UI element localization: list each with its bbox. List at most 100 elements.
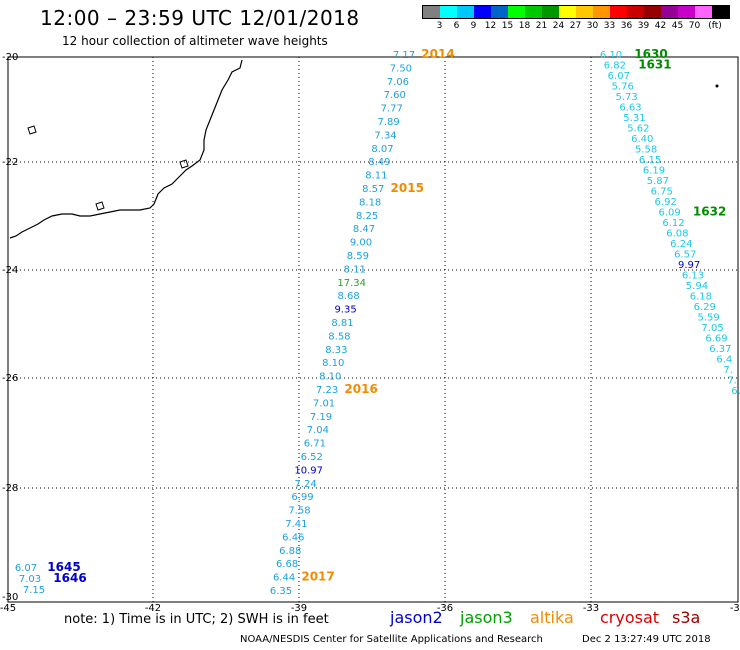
- wave-height-label: 6.82: [604, 61, 626, 72]
- scale-label: 18: [518, 21, 531, 31]
- wave-height-label: 5.73: [615, 92, 637, 103]
- wave-height-label: 6.69: [705, 334, 727, 345]
- pass-time-label: 2014: [421, 47, 454, 61]
- lat-label: -22: [2, 157, 18, 168]
- scale-label: 15: [501, 21, 514, 31]
- scale-swatch: [474, 6, 491, 18]
- wave-height-label: 5.94: [686, 281, 708, 292]
- wave-height-label: 7.77: [381, 104, 403, 115]
- wave-height-label: 7.: [723, 365, 733, 376]
- lat-label: -28: [2, 483, 18, 494]
- lon-label: -39: [291, 603, 307, 614]
- wave-height-label: 9.35: [334, 305, 356, 316]
- satellite-jason2: jason2: [390, 608, 443, 627]
- wave-height-label: 6.92: [655, 197, 677, 208]
- credit-text: NOAA/NESDIS Center for Satellite Applica…: [240, 634, 543, 645]
- wave-height-label: 7.15: [23, 585, 45, 596]
- coastline: [9, 59, 243, 239]
- pass-time-label: 1646: [53, 571, 86, 585]
- satellite-jason3: jason3: [460, 608, 513, 627]
- pass-time-label: 1631: [638, 58, 671, 72]
- scale-swatch: [593, 6, 610, 18]
- lon-label: -42: [145, 603, 161, 614]
- wave-height-label: 8.47: [353, 224, 375, 235]
- wave-height-label: 8.57: [362, 184, 384, 195]
- map-subtitle: 12 hour collection of altimeter wave hei…: [62, 34, 328, 48]
- wave-height-label: 6.37: [709, 344, 731, 355]
- wave-height-label: 17.34: [337, 278, 366, 289]
- wave-height-label: 7.50: [390, 63, 412, 74]
- scale-swatch: [661, 6, 678, 18]
- lon-label: -30: [730, 603, 740, 614]
- wave-height-label: 7.04: [307, 425, 329, 436]
- scale-label: 36: [620, 21, 633, 31]
- lat-label: -20: [2, 52, 18, 63]
- wave-height-label: 5.62: [627, 124, 649, 135]
- pass-time-label: 2017: [301, 570, 334, 584]
- scale-swatch: [440, 6, 457, 18]
- pass-time-label: 1645: [47, 560, 80, 574]
- wave-height-label: 5.76: [612, 82, 634, 93]
- scale-label: 33: [603, 21, 616, 31]
- pass-time-label: 1632: [693, 205, 726, 219]
- color-scale-labels: 3 6 9 12 15 18 21 24 27 30 33 36 39 42 45 70 (ft): [422, 21, 740, 35]
- wave-height-label: 6.19: [643, 166, 665, 177]
- wave-height-label: 10.97: [294, 465, 323, 476]
- wave-height-label: 8.11: [365, 171, 387, 182]
- wave-height-label: 5.31: [623, 113, 645, 124]
- wave-height-label: 6.07: [15, 563, 37, 574]
- wave-height-label: 9.97: [678, 260, 700, 271]
- scale-swatch: [644, 6, 661, 18]
- scale-label: 39: [637, 21, 650, 31]
- lat-label: -26: [2, 373, 18, 384]
- wave-height-label: 6.24: [670, 239, 692, 250]
- wave-height-label: 6.68: [276, 559, 298, 570]
- wave-height-label: 6.29: [694, 302, 716, 313]
- wave-height-label: 6.13: [682, 271, 704, 282]
- scale-label: 70: [688, 21, 701, 31]
- scale-label: 30: [586, 21, 599, 31]
- wave-height-label: 6.10: [600, 50, 622, 61]
- lat-label: -24: [2, 265, 18, 276]
- wave-height-label: 7.05: [701, 323, 723, 334]
- scale-label: 6: [453, 21, 460, 31]
- scale-label: 3: [436, 21, 443, 31]
- wave-height-label: 7.06: [387, 77, 409, 88]
- lon-label: -36: [437, 603, 453, 614]
- wave-height-label: 5.58: [635, 145, 657, 156]
- wave-height-label: 7.41: [285, 519, 307, 530]
- wave-height-label: 6.99: [291, 492, 313, 503]
- wave-height-label: 6.57: [674, 250, 696, 261]
- scale-label: 24: [552, 21, 565, 31]
- wave-height-label: 7.19: [310, 412, 332, 423]
- scale-swatch: [542, 6, 559, 18]
- wave-height-label: 7.01: [313, 398, 335, 409]
- wave-height-label: 8.11: [344, 264, 366, 275]
- wave-height-label: 6.07: [608, 71, 630, 82]
- wave-height-label: 8.68: [338, 291, 360, 302]
- wave-height-label: 8.07: [371, 144, 393, 155]
- wave-height-label: 6.12: [662, 218, 684, 229]
- scale-label: 21: [535, 21, 548, 31]
- scale-swatch: [491, 6, 508, 18]
- map-title: 12:00 – 23:59 UTC 12/01/2018: [40, 6, 360, 30]
- pass-time-label: 1630: [634, 47, 667, 61]
- wave-height-label: 7.60: [384, 90, 406, 101]
- scale-label: 12: [484, 21, 497, 31]
- lat-label: -30: [2, 592, 18, 603]
- wave-height-label: 6.4: [716, 355, 732, 366]
- wave-height-label: 8.58: [328, 331, 350, 342]
- wave-height-label: 7.17: [393, 50, 415, 61]
- island: [27, 125, 37, 135]
- island: [95, 201, 105, 211]
- wave-height-label: 6.: [731, 386, 740, 397]
- scale-swatch: [576, 6, 593, 18]
- scale-label: 45: [671, 21, 684, 31]
- wave-height-label: 8.81: [331, 318, 353, 329]
- scale-label: 42: [654, 21, 667, 31]
- pass-time-label: 2016: [344, 382, 377, 396]
- wave-height-label: 7.: [727, 376, 737, 387]
- wave-height-label: 6.35: [270, 586, 292, 597]
- scale-swatch: [457, 6, 474, 18]
- footer-note: note: 1) Time is in UTC; 2) SWH is in fe…: [64, 612, 329, 627]
